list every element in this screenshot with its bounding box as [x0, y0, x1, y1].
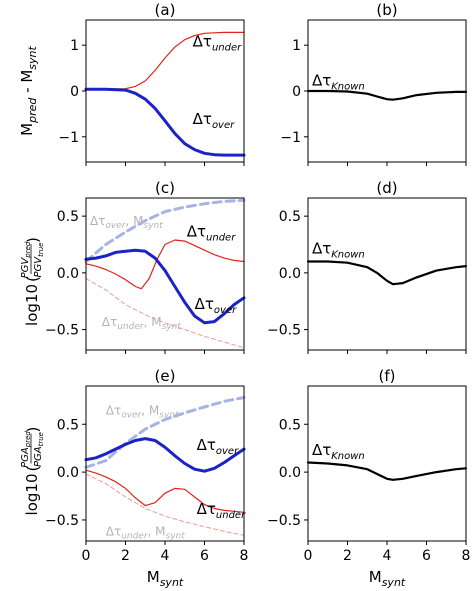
y-tick-label: 0.5: [279, 209, 301, 225]
x-tick-label: 6: [422, 548, 431, 564]
panel-label: (b): [376, 1, 397, 19]
y-tick-label: 0.0: [57, 266, 79, 282]
close-paren: ): [24, 237, 42, 243]
x-tick-label: 4: [383, 548, 392, 564]
y-tick-label: −0.5: [267, 513, 301, 529]
panel-label: (c): [155, 179, 175, 197]
y-tick-label: 1: [70, 38, 79, 54]
series-line-0: [84, 198, 246, 263]
x-tick-label: 8: [240, 548, 249, 564]
annotation-label: Δτunder: [197, 500, 246, 521]
y-tick-label: 0.0: [57, 465, 79, 481]
x-axis-label: Msynt: [147, 568, 184, 589]
series-line-1: [85, 278, 245, 349]
x-tick-label: 8: [462, 548, 471, 564]
x-tick-label: 2: [343, 548, 352, 564]
annotation-label: Δτover, Msynt: [106, 404, 179, 421]
y-tick-label: 0.5: [57, 417, 79, 433]
series-line-2: [85, 239, 245, 290]
panel-label: (f): [379, 367, 396, 385]
y-tick-label: −0.5: [45, 323, 79, 339]
y-tick-label: 0: [292, 84, 301, 100]
y-tick-label: −0.5: [267, 323, 301, 339]
fraction-denominator: PGAtrue: [33, 432, 45, 467]
y-tick-label: 0.0: [279, 465, 301, 481]
y-tick-label: 0: [70, 84, 79, 100]
fraction-denominator: PGVtrue: [33, 243, 45, 278]
series-line-1: [84, 87, 246, 157]
series-line-3: [84, 248, 246, 325]
panel-label: (e): [155, 367, 176, 385]
panel-b: 1 0 −1 (b) ΔτKnown: [280, 1, 468, 166]
annotation-label: Δτover: [195, 295, 237, 316]
panel-label: (a): [155, 1, 176, 19]
y-tick-label: −1: [58, 130, 79, 146]
series-line-1: [85, 473, 245, 536]
panel-e: 0.5 0.0 −0.5 0 2 4 6 8 (e) Δτover, Msynt Δτover Δτu…: [20, 367, 248, 589]
series-line-0: [306, 260, 468, 286]
annotation-label: Δτunder, Msynt: [102, 315, 182, 332]
panel-a: 1 0 −1 (a) Δτunder Δτover Mpred - Msynt: [18, 1, 246, 166]
annotation-label: ΔτKnown: [312, 441, 365, 462]
fraction-numerator: PGVpred: [20, 241, 32, 278]
axes-frame: [307, 197, 467, 351]
series-line-2: [85, 469, 245, 513]
x-tick-label: 0: [304, 548, 313, 564]
x-axis-label: Msynt: [369, 568, 406, 589]
open-paren: (: [24, 466, 42, 472]
fraction-numerator: PGApred: [20, 431, 32, 468]
open-paren: (: [24, 276, 42, 282]
annotation-label: Δτunder: [187, 223, 236, 244]
panel-label: (d): [376, 179, 397, 197]
annotation-label: Δτover: [197, 436, 239, 457]
y-label-log10: log10: [23, 474, 41, 516]
x-tick-label: 6: [200, 548, 209, 564]
y-tick-label: 1: [292, 38, 301, 54]
panel-d: 0.5 0.0 −0.5 (d) ΔτKnown: [267, 179, 468, 354]
y-tick-label: 0.0: [279, 266, 301, 282]
y-tick-label: 0.5: [57, 209, 79, 225]
y-tick-label: −0.5: [45, 513, 79, 529]
panel-f: 0.5 0.0 −0.5 0 2 4 6 8 (f) ΔτKnown Msynt: [267, 367, 470, 589]
panel-c: 0.5 0.0 −0.5 (c) Δτover, Msynt Δτunder Δτover Δ…: [20, 179, 246, 354]
annotation-label: Δτover: [193, 110, 235, 131]
y-axis-label: Mpred - Msynt: [18, 45, 39, 135]
annotation-label: ΔτKnown: [312, 240, 365, 261]
series-line-0: [84, 396, 246, 469]
x-tick-label: 4: [161, 548, 170, 564]
annotation-label: ΔτKnown: [312, 72, 365, 93]
series-line-3: [84, 437, 246, 473]
annotation-label: Δτover, Msynt: [90, 214, 163, 231]
series-line-0: [306, 89, 468, 101]
close-paren: ): [24, 427, 42, 433]
series-line-0: [306, 461, 468, 481]
y-tick-label: 0.5: [279, 417, 301, 433]
y-tick-label: −1: [280, 130, 301, 146]
y-label-log10: log10: [23, 284, 41, 326]
annotation-label: Δτunder, Msynt: [106, 524, 186, 541]
x-tick-label: 0: [82, 548, 91, 564]
axes-frame: [85, 19, 245, 163]
annotation-label: Δτunder: [193, 33, 242, 54]
series-line-0: [85, 31, 245, 90]
x-tick-label: 2: [121, 548, 130, 564]
